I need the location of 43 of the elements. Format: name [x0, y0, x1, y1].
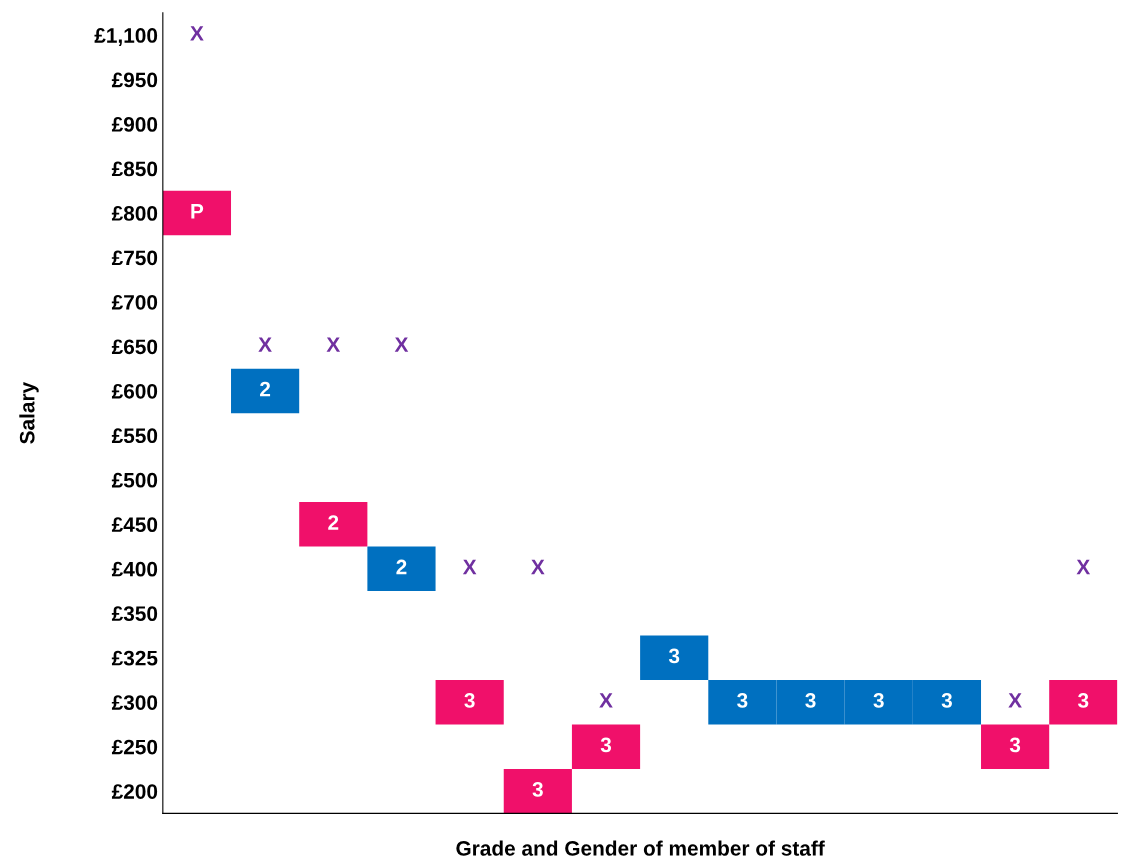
text: X	[531, 559, 545, 575]
text: X	[462, 559, 477, 575]
text: P	[191, 204, 204, 219]
y-tick-label: £750	[111, 250, 158, 266]
x-axis-title: Grade and Gender of member of staff	[456, 840, 825, 856]
y-tick-label: £800	[111, 206, 158, 221]
y-tick-label: £325	[111, 650, 158, 666]
data-label: 3	[1009, 737, 1021, 753]
text: X	[190, 26, 204, 41]
y-tick-label: £500	[111, 472, 158, 488]
data-label: 3	[805, 693, 816, 708]
data-label: 2	[260, 381, 271, 397]
y-tick-label: £650	[111, 339, 158, 355]
y-axis-title: Salary	[19, 381, 39, 444]
y-tick-label: £950	[111, 72, 158, 88]
data-label: 3	[464, 693, 475, 708]
y-tick-label: £200	[111, 784, 158, 799]
text: X	[1008, 693, 1022, 708]
data-label: 2	[396, 559, 407, 575]
data-label: 3	[941, 693, 952, 708]
data-label: 3	[600, 737, 612, 753]
data-label: 3	[668, 648, 680, 664]
y-tick-label: £400	[111, 561, 158, 577]
y-tick-label: £350	[111, 606, 158, 622]
y-tick-label: £550	[111, 428, 158, 444]
y-tick-label: £250	[111, 739, 158, 755]
y-tick-label: £1,100	[94, 28, 158, 46]
text: X	[1076, 559, 1091, 575]
y-tick-label: £700	[111, 294, 158, 310]
y-tick-label: £600	[111, 383, 158, 399]
y-tick-label: £900	[111, 117, 158, 132]
y-tick-label: £850	[111, 161, 158, 177]
y-tick-label: £300	[111, 695, 158, 710]
y-tick-label: £450	[111, 517, 158, 533]
text: X	[258, 337, 272, 352]
data-label: 3	[873, 693, 884, 708]
data-label: 3	[1077, 693, 1089, 708]
text: X	[394, 337, 409, 352]
text: X	[326, 337, 341, 352]
data-label: 2	[328, 515, 339, 530]
data-label: 3	[532, 781, 543, 797]
data-label: 3	[737, 693, 748, 708]
text: X	[599, 693, 613, 708]
